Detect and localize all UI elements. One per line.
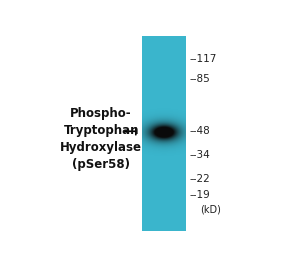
Text: --48: --48 bbox=[190, 126, 211, 136]
Text: (kD): (kD) bbox=[200, 205, 221, 215]
Text: --117: --117 bbox=[190, 54, 217, 64]
Text: --19: --19 bbox=[190, 190, 211, 200]
Text: --34: --34 bbox=[190, 150, 211, 160]
Text: --85: --85 bbox=[190, 74, 211, 84]
Text: --22: --22 bbox=[190, 174, 211, 184]
Bar bbox=[142, 36, 186, 231]
Text: Phospho-
Tryptophan
Hydroxylase
(pSer58): Phospho- Tryptophan Hydroxylase (pSer58) bbox=[60, 107, 142, 171]
